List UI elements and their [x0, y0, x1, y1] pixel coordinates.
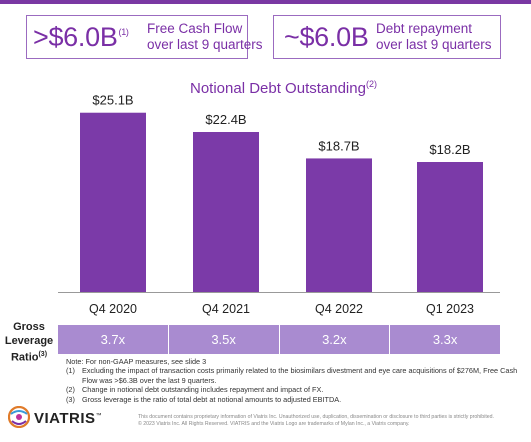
x-tick-label: Q4 2022	[315, 302, 363, 316]
kpi-description: Debt repayment over last 9 quarters	[376, 21, 492, 53]
bar-q4-2021	[193, 132, 259, 292]
kpi-desc-line2: over last 9 quarters	[147, 37, 263, 52]
footnote-item: (2) Change in notional debt outstanding …	[66, 385, 324, 395]
kpi-desc-line1: Free Cash Flow	[147, 21, 243, 36]
legal-disclaimer: This document contains proprietary infor…	[138, 414, 494, 427]
footnote-ref: (2)	[365, 79, 377, 89]
bar-q4-2022	[306, 158, 372, 292]
kpi-value: ~$6.0B	[284, 22, 369, 52]
x-tick-label: Q4 2020	[89, 302, 137, 316]
footnote-ref: (1)	[118, 27, 129, 37]
debt-repayment-kpi: ~$6.0B Debt repayment over last 9 quarte…	[273, 15, 501, 59]
footnote-item: (3) Gross leverage is the ratio of total…	[66, 394, 342, 404]
leverage-ratio-row: 3.7x 3.5x 3.2x 3.3x	[58, 325, 500, 354]
footnote-intro: Note: For non-GAAP measures, see slide 3	[66, 357, 207, 366]
leverage-ratio-label: Gross Leverage Ratio(3)	[4, 321, 54, 364]
bar-value-label: $25.1B	[92, 93, 133, 108]
kpi-desc-line2: over last 9 quarters	[376, 37, 492, 52]
bar-q1-2023	[417, 162, 483, 292]
free-cash-flow-kpi: >$6.0B(1) Free Cash Flow over last 9 qua…	[26, 15, 263, 59]
leverage-ratio-cell: 3.7x	[100, 332, 126, 347]
bar-value-label: $18.2B	[429, 142, 470, 157]
kpi-value: >$6.0B(1)	[33, 22, 129, 52]
bar-value-label: $22.4B	[205, 112, 246, 127]
leverage-ratio-cell: 3.2x	[278, 325, 390, 354]
footnotes: Note: For non-GAAP measures, see slide 3…	[66, 357, 521, 404]
debt-bar-chart: $25.1B Q4 2020 $22.4B Q4 2021 $18.7B Q4 2022 $…	[58, 93, 500, 316]
kpi-description: Free Cash Flow over last 9 quarters	[147, 21, 263, 53]
bar-value-label: $18.7B	[318, 138, 359, 153]
leverage-ratio-cell: 3.5x	[167, 325, 279, 354]
footnote-item: (1) Excluding the impact of transaction …	[66, 366, 518, 385]
chart-title: Notional Debt Outstanding(2)	[190, 79, 377, 97]
x-tick-label: Q4 2021	[202, 302, 250, 316]
x-tick-label: Q1 2023	[426, 302, 474, 316]
bar-q4-2020	[80, 112, 146, 292]
leverage-ratio-cell: 3.3x	[389, 325, 500, 354]
brand-name: VIATRIS™	[34, 410, 103, 427]
kpi-desc-line1: Debt repayment	[376, 21, 473, 36]
viatris-logo-icon	[8, 406, 30, 428]
top-accent-strip	[0, 0, 531, 4]
